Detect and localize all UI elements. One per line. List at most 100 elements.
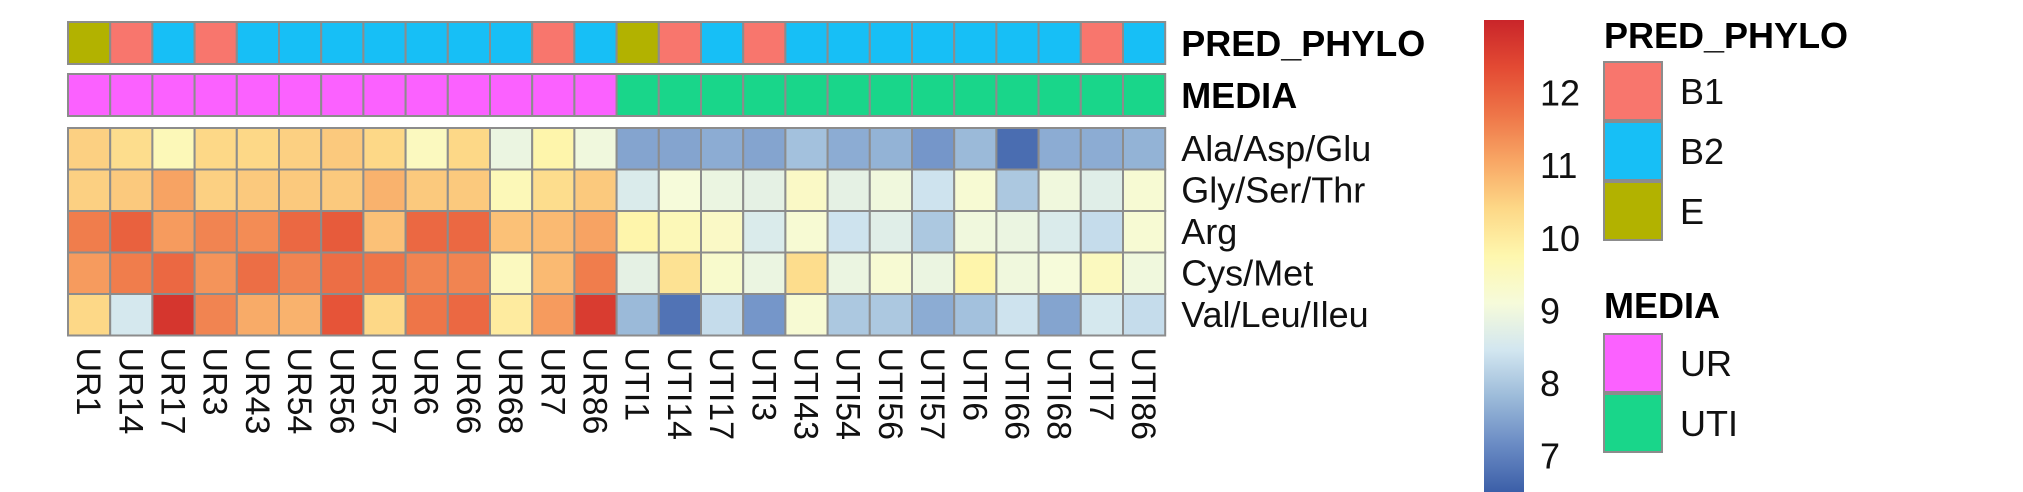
heatmap-cell — [1079, 210, 1125, 254]
heatmap-cell — [193, 210, 238, 254]
column-label: UTI17 — [702, 348, 740, 441]
annotation-cell — [911, 73, 956, 117]
heatmap-cell — [615, 127, 660, 171]
heatmap-cell — [657, 127, 702, 171]
heatmap-cell — [446, 168, 491, 212]
legend-item-label: UTI — [1680, 403, 1738, 444]
heatmap-cell — [235, 127, 281, 171]
annotation-cell — [235, 73, 281, 117]
heatmap-cell — [278, 293, 323, 337]
heatmap-cell — [1037, 293, 1082, 337]
heatmap-cell — [657, 251, 702, 295]
heatmap-cell — [151, 127, 196, 171]
annotation-cell — [362, 73, 407, 117]
heatmap-cell — [911, 168, 956, 212]
heatmap-cell — [362, 210, 407, 254]
annotation-cell — [995, 73, 1040, 117]
color-scale-tick-label: 9 — [1540, 290, 1560, 331]
annotation-cell — [1079, 73, 1125, 117]
heatmap-cell — [868, 168, 913, 212]
column-label: UR66 — [449, 348, 487, 435]
annotation-cell — [320, 21, 365, 65]
heatmap-cell — [151, 168, 196, 212]
heatmap-cells — [67, 127, 1167, 337]
heatmap-cell — [700, 127, 745, 171]
heatmap-cell — [700, 251, 745, 295]
heatmap-cell — [784, 210, 829, 254]
annotation-cell — [868, 21, 913, 65]
heatmap-cell — [109, 168, 154, 212]
heatmap-cell — [404, 127, 449, 171]
heatmap-cell — [531, 168, 576, 212]
heatmap-cell — [109, 210, 154, 254]
annotation-cell — [278, 73, 323, 117]
heatmap-cell — [1037, 168, 1082, 212]
heatmap-cell — [1037, 210, 1082, 254]
annotation-cell — [784, 73, 829, 117]
heatmap-cell — [320, 168, 365, 212]
heatmap-cell — [953, 293, 998, 337]
annotation-cell — [700, 21, 745, 65]
heatmap-cell — [489, 210, 534, 254]
annotation-cell — [615, 21, 660, 65]
annotation-cell — [742, 21, 787, 65]
heatmap-cell — [573, 293, 618, 337]
heatmap-cell — [868, 293, 913, 337]
heatmap-cell — [489, 168, 534, 212]
heatmap-cell — [953, 251, 998, 295]
column-label: UTI14 — [660, 348, 698, 441]
heatmap-cell — [109, 127, 154, 171]
heatmap-cell — [67, 168, 112, 212]
heatmap-cell — [657, 210, 702, 254]
column-label: UTI6 — [955, 348, 993, 422]
heatmap-cell — [742, 210, 787, 254]
legend-title-pred_phylo: PRED_PHYLO — [1604, 15, 1848, 56]
annotation-cell — [953, 73, 998, 117]
heatmap-cell — [1079, 127, 1125, 171]
heatmap-cell — [573, 210, 618, 254]
legend-item-label: B1 — [1680, 71, 1724, 112]
annotation-cell — [404, 73, 449, 117]
column-label: UTI57 — [913, 348, 951, 441]
column-label: UR43 — [238, 348, 276, 435]
heatmap-cell — [700, 293, 745, 337]
annotation-cell — [700, 73, 745, 117]
legend-item-label: UR — [1680, 343, 1732, 384]
row-label: Gly/Ser/Thr — [1181, 169, 1365, 210]
annotation-cell — [193, 21, 238, 65]
heatmap-cell — [151, 210, 196, 254]
heatmap-cell — [615, 251, 660, 295]
heatmap-cell — [67, 293, 112, 337]
heatmap-cell — [615, 210, 660, 254]
heatmap-cell — [278, 168, 323, 212]
legend-item-label: E — [1680, 191, 1704, 232]
heatmap-cell — [742, 293, 787, 337]
annotation-cell — [742, 73, 787, 117]
annotation-cell — [278, 21, 323, 65]
heatmap-cell — [1079, 293, 1125, 337]
heatmap-cell — [109, 251, 154, 295]
heatmap-cell — [911, 293, 956, 337]
legend-swatch — [1603, 333, 1663, 393]
heatmap-cell — [657, 293, 702, 337]
heatmap-cell — [573, 127, 618, 171]
annotation-cell — [1079, 21, 1125, 65]
heatmap-cell — [531, 127, 576, 171]
heatmap-cell — [995, 251, 1040, 295]
heatmap-cell — [193, 293, 238, 337]
heatmap-cell — [489, 251, 534, 295]
heatmap-cell — [278, 251, 323, 295]
annotation-bar-media — [67, 73, 1167, 117]
heatmap-cell — [320, 127, 365, 171]
heatmap-cell — [362, 293, 407, 337]
heatmap-cell — [235, 251, 281, 295]
column-label: UTI1 — [618, 348, 656, 422]
heatmap-cell — [489, 293, 534, 337]
annotation-cell — [109, 73, 154, 117]
column-label: UR14 — [111, 348, 149, 435]
heatmap-cell — [362, 251, 407, 295]
heatmap-cell — [826, 210, 871, 254]
heatmap-cell — [151, 293, 196, 337]
heatmap-cell — [868, 127, 913, 171]
